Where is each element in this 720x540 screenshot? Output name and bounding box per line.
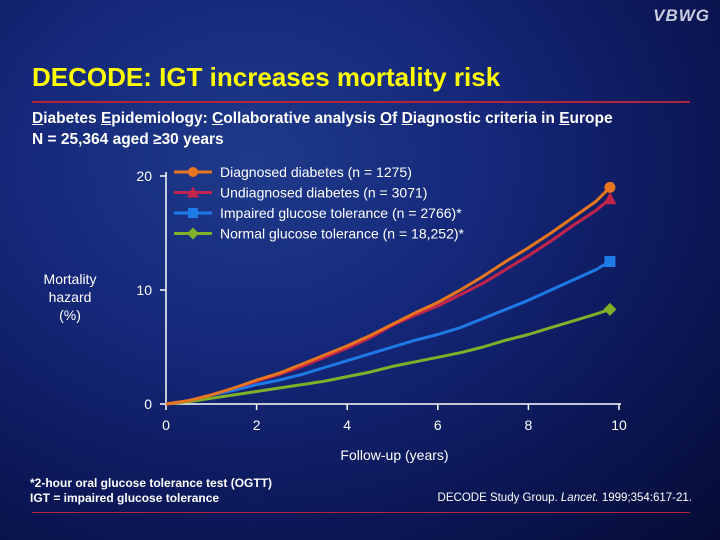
acronym-letter: C [212, 110, 224, 127]
acronym-letter: E [100, 110, 112, 127]
y-tick-label: 10 [136, 282, 152, 298]
acronym-letter: E [559, 110, 570, 127]
circle-marker [188, 167, 198, 177]
y-axis-label-line: (%) [59, 307, 81, 323]
citation-details: 1999;354:617-21. [598, 492, 692, 504]
diamond-marker [187, 227, 199, 240]
y-axis-label-line: Mortality [44, 271, 97, 287]
chart-axes: 0 10 20 0 2 4 6 8 10 [136, 168, 627, 433]
acronym-letter: O [380, 110, 393, 127]
y-tick-label: 20 [136, 168, 152, 184]
y-tick-label: 0 [144, 396, 152, 412]
legend-label: Undiagnosed diabetes (n = 3071) [220, 185, 427, 201]
vbwg-logo: VBWG [653, 6, 710, 25]
study-population-line: N = 25,364 aged ≥30 years [32, 131, 224, 148]
triangle-marker [603, 192, 617, 205]
legend-label: Diagnosed diabetes (n = 1275) [220, 164, 412, 180]
chart-legend: Diagnosed diabetes (n = 1275) Undiagnosed… [174, 164, 465, 242]
x-tick-label: 4 [343, 417, 351, 433]
legend-label: Normal glucose tolerance (n = 18,252)* [220, 226, 465, 242]
series-line [165, 307, 611, 406]
study-name-line: Diabetes Epidemiology: Collaborative ana… [32, 110, 613, 127]
chart-series [165, 181, 617, 406]
legend-label: Impaired glucose tolerance (n = 2766)* [220, 205, 462, 221]
acronym-letter: D [32, 110, 44, 127]
x-tick-label: 0 [162, 417, 170, 433]
footnote-igt: IGT = impaired glucose tolerance [30, 491, 220, 505]
footer-divider [32, 512, 690, 513]
slide-title: DECODE: IGT increases mortality risk [32, 62, 501, 92]
square-marker [604, 256, 616, 267]
citation-authors: DECODE Study Group. [437, 492, 561, 504]
footnote: *2-hour oral glucose tolerance test (OGT… [30, 476, 272, 506]
circle-marker [604, 181, 616, 193]
x-tick-label: 6 [434, 417, 442, 433]
y-axis-label-line: hazard [49, 289, 92, 305]
series-line [165, 186, 611, 406]
x-tick-label: 8 [525, 417, 533, 433]
citation-journal: Lancet. [560, 492, 599, 504]
square-marker [188, 208, 198, 218]
x-axis-label: Follow-up (years) [340, 447, 448, 463]
x-tick-label: 10 [611, 417, 627, 433]
diamond-marker [603, 302, 617, 316]
acronym-letter: D [401, 110, 413, 127]
study-subtitle: Diabetes Epidemiology: Collaborative ana… [32, 108, 613, 150]
triangle-marker [187, 186, 199, 198]
title-divider [32, 101, 690, 103]
series-line [165, 260, 611, 406]
y-axis-label: Mortality hazard (%) [44, 271, 97, 323]
x-tick-label: 2 [253, 417, 261, 433]
citation: DECODE Study Group. Lancet. 1999;354:617… [438, 492, 692, 504]
footnote-ogtt: *2-hour oral glucose tolerance test (OGT… [30, 476, 273, 490]
